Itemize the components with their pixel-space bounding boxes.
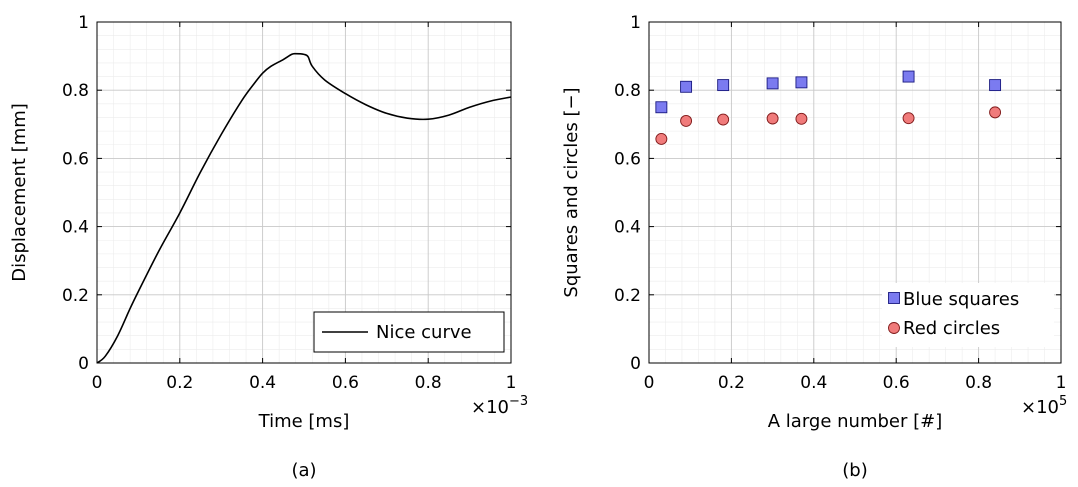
legend-label: Blue squares — [903, 289, 1019, 310]
x-tick-label: 0.6 — [332, 373, 359, 393]
data-point-square — [766, 77, 779, 90]
y-tick-label: 0 — [630, 354, 641, 374]
data-point-circle — [795, 112, 808, 125]
x-tick-label: 0.2 — [166, 373, 193, 393]
x-axis-label: A large number [#] — [768, 411, 942, 432]
x-tick-label: 0.2 — [718, 373, 745, 393]
y-axis-label: Displacement [mm] — [9, 103, 30, 282]
data-point-square — [717, 79, 730, 92]
x-tick-label: 0.4 — [800, 373, 827, 393]
legend-label: Nice curve — [376, 322, 472, 343]
y-tick-label: 0.6 — [614, 149, 641, 169]
data-point-circle — [717, 113, 730, 126]
panel-caption: (b) — [842, 460, 867, 481]
legend-label: Red circles — [903, 318, 1000, 339]
axes-frame — [96, 21, 512, 364]
data-point-circle — [989, 106, 1002, 119]
y-tick-label: 0.2 — [614, 286, 641, 306]
data-point-square — [989, 79, 1002, 92]
x-tick-label: 0 — [644, 373, 655, 393]
y-tick-label: 0.6 — [62, 149, 89, 169]
y-tick-label: 0 — [78, 354, 89, 374]
data-point-circle — [766, 112, 779, 125]
axes-frame — [648, 21, 1062, 364]
y-tick-label: 0.4 — [62, 218, 89, 238]
x-tick-label: 0 — [92, 373, 103, 393]
x-tick-label: 0.6 — [883, 373, 910, 393]
x-tick-label: 1 — [1056, 373, 1067, 393]
series-line — [96, 52, 512, 364]
legend-square-swatch — [888, 292, 900, 304]
data-point-square — [680, 80, 693, 93]
y-tick-label: 0.8 — [614, 81, 641, 101]
legend-circle-swatch — [888, 322, 900, 334]
x-tick-label: 1 — [506, 373, 517, 393]
data-point-square — [795, 76, 808, 89]
panel-caption: (a) — [291, 460, 316, 481]
y-tick-label: 0.4 — [614, 218, 641, 238]
data-point-circle — [902, 112, 915, 125]
x-axis-label: Time [ms] — [258, 411, 350, 432]
data-point-circle — [655, 133, 668, 145]
x-tick-label: 0.8 — [965, 373, 992, 393]
x-axis-multiplier: ×105 — [1021, 394, 1067, 418]
data-point-square — [655, 101, 668, 114]
y-tick-label: 0.8 — [62, 81, 89, 101]
x-tick-label: 0.4 — [249, 373, 276, 393]
y-tick-label: 1 — [78, 13, 89, 33]
y-tick-label: 0.2 — [62, 286, 89, 306]
y-tick-label: 1 — [630, 13, 641, 33]
legend-box — [882, 283, 1054, 347]
data-point-circle — [680, 114, 693, 127]
x-tick-label: 0.8 — [415, 373, 442, 393]
data-point-square — [902, 70, 915, 83]
y-axis-label: Squares and circles [−] — [561, 87, 582, 297]
x-axis-multiplier: ×10−3 — [471, 394, 528, 418]
